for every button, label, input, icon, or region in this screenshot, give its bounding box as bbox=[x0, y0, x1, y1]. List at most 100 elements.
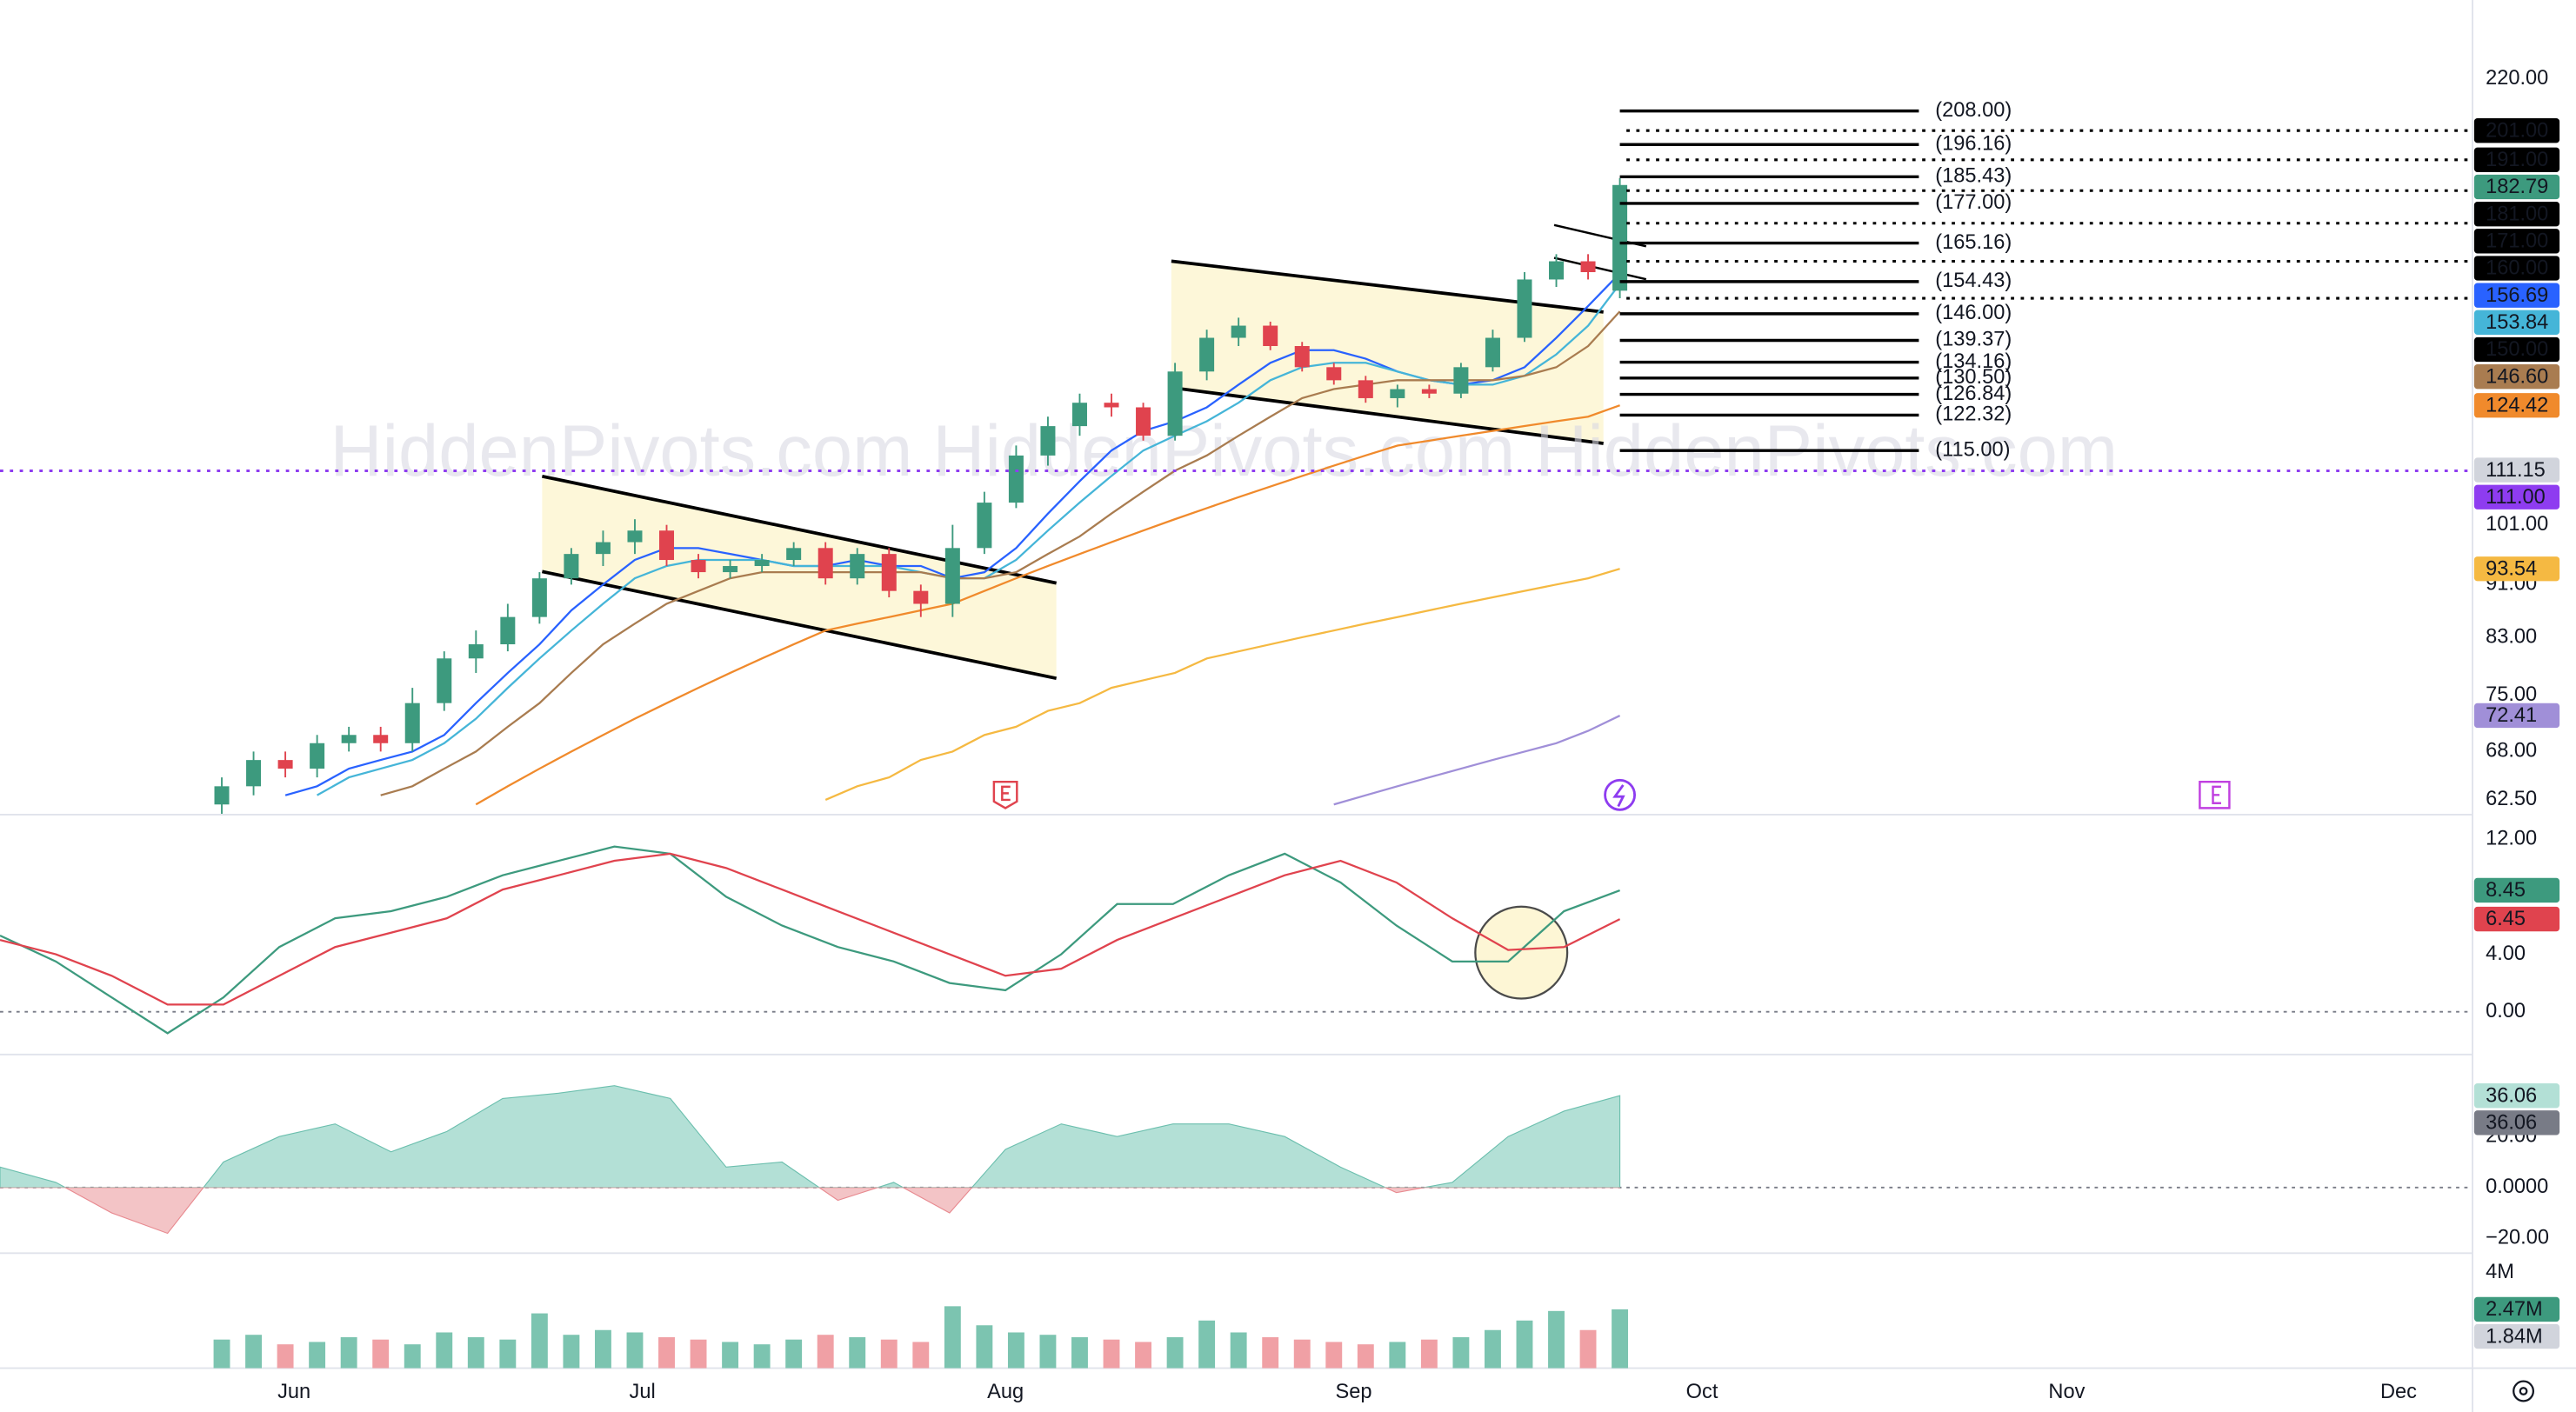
candle-body bbox=[500, 616, 516, 645]
price-tag-box bbox=[2473, 283, 2560, 308]
price-tag-box bbox=[2473, 906, 2560, 932]
earnings-icon[interactable] bbox=[2199, 780, 2231, 809]
y-tick-label: 220.00 bbox=[2486, 67, 2548, 90]
volume-bar bbox=[658, 1336, 675, 1369]
price-tag: 181.00 bbox=[2473, 201, 2560, 227]
volume-bar bbox=[531, 1313, 548, 1369]
price-tag-box bbox=[2473, 1323, 2560, 1349]
price-tag-label: 156.69 bbox=[2486, 284, 2548, 307]
candle-body bbox=[341, 735, 357, 743]
volume-bar bbox=[690, 1339, 707, 1369]
price-tag: 8.45 bbox=[2473, 877, 2560, 903]
candle-body bbox=[1008, 455, 1024, 503]
candle-body bbox=[881, 554, 897, 591]
fib-label: (115.00) bbox=[1935, 438, 2010, 461]
price-tag-label: 124.42 bbox=[2486, 394, 2548, 416]
volume-bar bbox=[467, 1336, 484, 1369]
candle-body bbox=[214, 786, 230, 805]
price-tag-label: 8.45 bbox=[2486, 879, 2526, 902]
candle-body bbox=[1453, 367, 1469, 394]
x-tick-label: Jun bbox=[277, 1381, 310, 1403]
volume-bar bbox=[817, 1335, 834, 1369]
trendline bbox=[541, 569, 1058, 681]
candle-body bbox=[627, 530, 643, 543]
volume-bar bbox=[309, 1342, 326, 1369]
volume-bar bbox=[340, 1336, 357, 1369]
volume-bar bbox=[213, 1339, 230, 1369]
icon-shape bbox=[2513, 1380, 2535, 1402]
settings-icon[interactable] bbox=[2513, 1380, 2535, 1402]
fib-label: (126.84) bbox=[1935, 383, 2012, 405]
volume-bar bbox=[372, 1339, 390, 1369]
price-tag-label: 171.00 bbox=[2486, 230, 2548, 253]
candle-body bbox=[1199, 337, 1215, 372]
candle-body bbox=[373, 735, 389, 743]
icon-shape bbox=[2199, 780, 2231, 809]
candle-body bbox=[531, 578, 547, 617]
volume-bar bbox=[1293, 1339, 1311, 1369]
indicator-line bbox=[0, 852, 1621, 1006]
icon-glyph bbox=[2212, 785, 2221, 804]
volume-bar bbox=[912, 1342, 930, 1369]
fib-label: (122.32) bbox=[1935, 403, 2012, 426]
y-tick-label: 12.00 bbox=[2486, 828, 2537, 850]
price-tag-box bbox=[2473, 556, 2560, 582]
volume-bar bbox=[1484, 1329, 1501, 1369]
price-tag-label: 93.54 bbox=[2486, 557, 2537, 580]
y-tick-label: 68.00 bbox=[2486, 740, 2537, 763]
icon-glyph bbox=[1001, 785, 1011, 802]
candle-body bbox=[1136, 407, 1151, 436]
volume-bar bbox=[1198, 1320, 1216, 1369]
price-tag: 160.00 bbox=[2473, 256, 2560, 281]
y-tick-label: 83.00 bbox=[2486, 625, 2537, 648]
price-tag-label: 160.00 bbox=[2486, 257, 2548, 280]
price-tag-label: 201.00 bbox=[2486, 119, 2548, 142]
volume-bar bbox=[753, 1344, 771, 1369]
price-tag-label: 36.06 bbox=[2486, 1084, 2537, 1107]
x-tick-label: Dec bbox=[2380, 1381, 2417, 1403]
price-tag: 201.00 bbox=[2473, 118, 2560, 143]
candle-body bbox=[1326, 367, 1342, 381]
earnings-icon[interactable] bbox=[992, 780, 1018, 809]
fib-label: (196.16) bbox=[1935, 132, 2012, 155]
volume-bar bbox=[1262, 1336, 1279, 1369]
candle-body bbox=[659, 530, 675, 561]
price-tag: 6.45 bbox=[2473, 906, 2560, 932]
fib-label: (139.37) bbox=[1935, 329, 2012, 351]
y-tick-label: 0.00 bbox=[2486, 1000, 2526, 1022]
moving-average bbox=[1333, 715, 1621, 806]
candle-body bbox=[977, 503, 992, 549]
price-tag-box bbox=[2473, 364, 2560, 390]
candle-body bbox=[1485, 337, 1500, 368]
candle-body bbox=[404, 703, 420, 743]
y-tick-label: 62.50 bbox=[2486, 788, 2537, 810]
price-tag-box bbox=[2473, 147, 2560, 172]
candle-body bbox=[1612, 184, 1628, 291]
price-tag-box bbox=[2473, 1110, 2560, 1136]
fib-label: (130.50) bbox=[1935, 366, 2012, 389]
volume-bar bbox=[499, 1339, 517, 1369]
price-tag-label: 2.47M bbox=[2486, 1298, 2543, 1321]
price-tag: 2.47M bbox=[2473, 1296, 2560, 1322]
price-tag-label: 146.60 bbox=[2486, 365, 2548, 388]
price-tag: 36.06 bbox=[2473, 1083, 2560, 1109]
candle-body bbox=[691, 560, 706, 573]
volume-bar bbox=[563, 1335, 580, 1369]
price-tag: 153.84 bbox=[2473, 310, 2560, 336]
volume-bar bbox=[785, 1339, 803, 1369]
dividend-icon[interactable] bbox=[1604, 778, 1637, 811]
candle-body bbox=[1517, 279, 1532, 338]
candle-body bbox=[468, 644, 484, 659]
candle-body bbox=[1294, 345, 1310, 368]
price-tag: 111.00 bbox=[2473, 484, 2560, 510]
price-tag: 191.00 bbox=[2473, 147, 2560, 172]
channel bbox=[1171, 261, 1604, 444]
volume-bar bbox=[1103, 1339, 1120, 1369]
volume-bar bbox=[1071, 1336, 1088, 1369]
volume-bar bbox=[1420, 1339, 1438, 1369]
fib-label: (165.16) bbox=[1935, 231, 2012, 254]
price-tag-box bbox=[2473, 118, 2560, 143]
price-tag-label: 191.00 bbox=[2486, 149, 2548, 171]
volume-bar bbox=[1166, 1336, 1184, 1369]
candle-body bbox=[564, 554, 579, 579]
